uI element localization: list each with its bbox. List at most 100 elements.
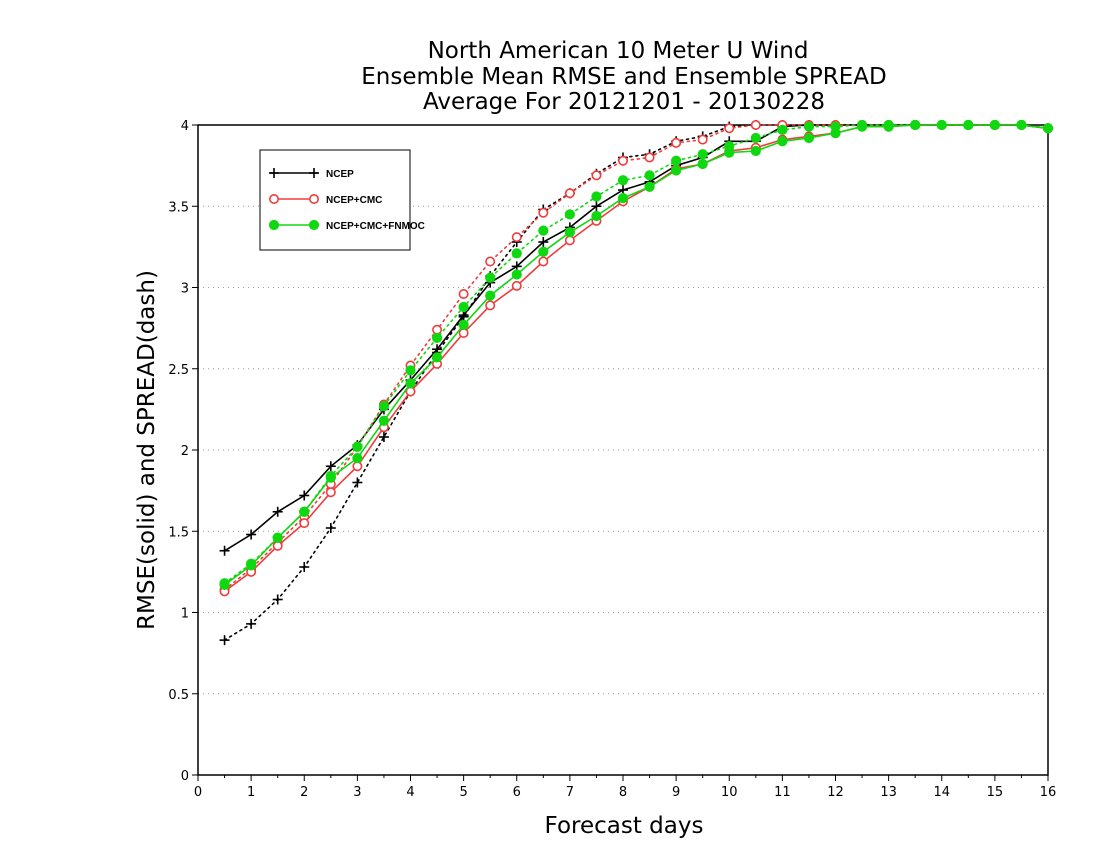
x-tick-label-0: 0: [194, 785, 202, 800]
ncep-cmc-spread-point: [591, 170, 602, 181]
ncep-cmc-fnmoc-rmse-point: [936, 119, 947, 131]
ncep-cmc-spread-point: [564, 188, 575, 199]
ncep-cmc-fnmoc-spread-point: [405, 365, 416, 376]
legend-marker-start-ncep-cmc-fnmoc: [268, 219, 280, 231]
ncep-cmc-spread-point: [671, 137, 682, 148]
ncep-cmc-fnmoc-rmse-point: [989, 119, 1000, 131]
ncep-cmc-fnmoc-spread-point: [671, 155, 682, 166]
legend-marker-end-ncep: [309, 168, 319, 178]
x-axis-title: Forecast days: [545, 813, 704, 839]
legend: NCEP NCEP+CMC NCEP+CMC+FNMOC: [259, 149, 425, 251]
ncep-spread-point: [299, 562, 310, 572]
gridlines: [198, 205, 1048, 695]
ncep-cmc-fnmoc-rmse-point: [538, 246, 549, 257]
ncep-cmc-fnmoc-rmse-point: [219, 579, 230, 590]
ncep-cmc-fnmoc-rmse-point: [910, 119, 921, 131]
ncep-cmc-spread-point: [617, 155, 628, 166]
ncep-cmc-fnmoc-spread-point: [777, 124, 788, 135]
ncep-cmc-fnmoc-rmse-point: [1016, 119, 1027, 131]
legend-box: [259, 149, 411, 251]
ncep-cmc-spread-point: [538, 207, 549, 218]
x-tick-label-9: 9: [672, 785, 680, 800]
ncep-cmc-spread-point: [697, 134, 708, 145]
ncep-spread-point: [246, 618, 257, 629]
ncep-cmc-fnmoc-rmse-point: [963, 119, 974, 131]
ncep-cmc-fnmoc-rmse-point: [856, 121, 868, 132]
x-tick-label-8: 8: [619, 785, 627, 800]
ncep-cmc-fnmoc-spread-point: [431, 332, 443, 343]
y-tick-label-3: 1.5: [168, 525, 189, 540]
ncep-spread-point: [272, 594, 283, 605]
ncep-rmse-point: [591, 201, 602, 212]
x-tick-label-5: 5: [459, 785, 467, 800]
ncep-cmc-fnmoc-spread-point: [750, 132, 761, 144]
ncep-cmc-fnmoc-rmse-point: [272, 532, 283, 543]
ncep-spread-point: [219, 635, 230, 646]
ncep-cmc-fnmoc-rmse-point: [1042, 123, 1054, 134]
y-tick-label-7: 3.5: [168, 200, 189, 215]
ncep-cmc-fnmoc-rmse-point: [724, 147, 735, 158]
y-tick-label-6: 3: [181, 282, 189, 297]
x-tick-label-11: 11: [774, 785, 791, 800]
ncep-cmc-rmse-point: [538, 256, 549, 267]
ncep-cmc-fnmoc-rmse-point: [617, 193, 629, 204]
y-tick-label-0: 0: [181, 769, 189, 784]
legend-label-ncep-cmc-fnmoc: NCEP+CMC+FNMOC: [326, 221, 425, 232]
ncep-cmc-fnmoc-rmse-point: [485, 290, 496, 301]
ncep-rmse-point: [272, 506, 283, 517]
series-layer: [219, 119, 1054, 646]
x-tick-label-14: 14: [933, 785, 950, 800]
ncep-cmc-rmse-point: [325, 487, 336, 498]
ncep-rmse-point: [219, 545, 230, 556]
ncep-cmc-fnmoc-spread-point: [378, 401, 390, 412]
x-tick-label-12: 12: [827, 785, 844, 800]
ncep-cmc-fnmoc-spread-line: [223, 124, 1049, 585]
y-tick-label-2: 1: [181, 607, 189, 622]
ncep-cmc-rmse-point: [485, 300, 496, 311]
ncep-cmc-fnmoc-spread-point: [591, 191, 602, 202]
ncep-rmse-point: [538, 237, 549, 247]
ncep-cmc-fnmoc-spread-point: [511, 248, 522, 259]
ncep-cmc-fnmoc-rmse-point: [830, 128, 841, 139]
ncep-cmc-fnmoc-spread-point: [644, 170, 655, 181]
x-tick-label-6: 6: [513, 785, 521, 800]
y-tick-label-1: 0.5: [168, 688, 189, 703]
x-tick-label-13: 13: [880, 785, 897, 800]
chart-title-line-3: Average For 20121201 - 20130228: [423, 89, 825, 115]
x-tick-label-3: 3: [353, 785, 361, 800]
ncep-cmc-fnmoc-rmse-point: [777, 136, 788, 147]
ncep-cmc-fnmoc-rmse-point: [564, 227, 575, 238]
ncep-cmc-spread-point: [511, 232, 522, 243]
legend-label-ncep-cmc: NCEP+CMC: [326, 195, 382, 206]
ncep-cmc-fnmoc-rmse-point: [750, 145, 761, 157]
axis-ticks: 00.511.522.533.540 1 2 3 4 5 6 7 8 9 10 11 12 13 14 15 1…: [168, 119, 1056, 800]
ncep-spread-line: [223, 124, 1049, 641]
ncep-cmc-fnmoc-spread-point: [485, 272, 496, 283]
ncep-cmc-rmse-point: [272, 540, 283, 551]
ncep-cmc-fnmoc-rmse-point: [671, 165, 682, 176]
ncep-spread-point: [378, 432, 389, 442]
ncep-cmc-fnmoc-rmse-point: [246, 560, 257, 571]
ncep-cmc-fnmoc-rmse-point: [378, 415, 390, 426]
x-tick-label-15: 15: [987, 785, 1004, 800]
ncep-cmc-rmse-point: [299, 518, 310, 529]
ncep-cmc-rmse-point: [458, 327, 469, 338]
ncep-cmc-rmse-point: [511, 280, 522, 291]
ncep-cmc-fnmoc-rmse-point: [299, 506, 310, 517]
ncep-cmc-fnmoc-rmse-point: [458, 319, 469, 330]
y-tick-label-8: 4: [181, 119, 189, 134]
ncep-cmc-fnmoc-spread-point: [352, 441, 363, 452]
legend-marker-start-ncep: [269, 168, 279, 178]
ncep-cmc-fnmoc-spread-point: [538, 225, 549, 236]
x-tick-label-10: 10: [721, 785, 738, 800]
ncep-cmc-spread-point: [485, 256, 496, 267]
ncep-cmc-fnmoc-rmse-point: [644, 181, 655, 192]
ncep-cmc-spread-point: [644, 152, 655, 163]
y-tick-label-5: 2.5: [168, 363, 189, 378]
y-axis-title: RMSE(solid) and SPREAD(dash): [134, 270, 160, 630]
ncep-cmc-fnmoc-rmse-point: [511, 269, 522, 280]
ncep-cmc-rmse-point: [352, 461, 363, 472]
ncep-cmc-fnmoc-spread-point: [458, 301, 469, 313]
ncep-cmc-spread-point: [458, 288, 469, 299]
